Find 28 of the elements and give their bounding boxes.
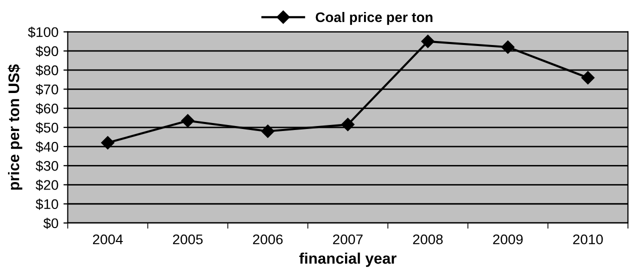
point [421, 34, 434, 48]
y-tick-label: $50 [36, 122, 58, 134]
y-tick-label: $10 [36, 198, 58, 210]
y-tick-label: $80 [36, 64, 58, 76]
x-tick-label: 2007 [333, 234, 363, 244]
point [261, 124, 274, 138]
y-tick-label: $0 [43, 218, 58, 229]
point [501, 40, 514, 54]
x-tick-label: 2008 [413, 234, 443, 244]
x-tick-label: 2005 [173, 234, 203, 244]
y-tick-label: $30 [36, 160, 58, 172]
point [101, 136, 114, 150]
y-tick-label: $100 [28, 26, 58, 38]
point [581, 71, 595, 84]
y-tick-label: $70 [36, 84, 58, 96]
point [341, 118, 354, 132]
x-tick-label: 2004 [92, 234, 123, 244]
legend-label: Coal price per ton [316, 12, 432, 25]
x-tick-label: 2009 [493, 234, 523, 244]
y-tick-label: $20 [36, 180, 58, 191]
point [181, 114, 194, 128]
y-tick-label: $60 [36, 103, 58, 114]
x-tick-label: 2010 [573, 234, 603, 244]
x-axis-title: financial year [299, 252, 396, 267]
y-axis-title: price per ton US$ [8, 64, 22, 190]
y-tick-label: $40 [36, 141, 58, 153]
x-tick-label: 2006 [253, 234, 283, 244]
y-tick-label: $90 [36, 46, 58, 57]
